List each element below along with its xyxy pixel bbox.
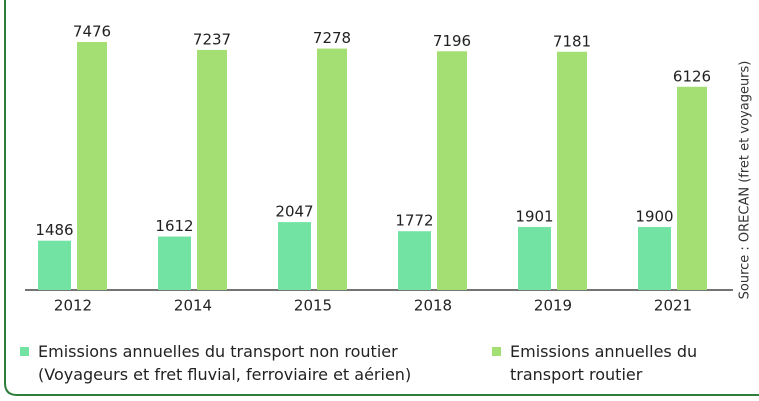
data-label: 7278 xyxy=(313,29,351,47)
data-label: 1901 xyxy=(515,207,553,225)
data-label: 1486 xyxy=(35,221,73,239)
data-label: 1900 xyxy=(635,207,673,225)
x-tick-label: 2021 xyxy=(654,297,692,315)
legend-label: Emissions annuelles du transport routier xyxy=(510,342,698,384)
frame xyxy=(4,0,759,396)
bar xyxy=(677,86,707,290)
legend-label: Emissions annuelles du transport non rou… xyxy=(38,342,412,384)
data-label: 2047 xyxy=(275,203,313,221)
bar xyxy=(638,226,671,290)
data-label: 7476 xyxy=(73,23,111,41)
x-tick-label: 2015 xyxy=(294,297,332,315)
x-tick-label: 2019 xyxy=(534,297,572,315)
bar xyxy=(278,222,311,290)
x-tick-label: 2018 xyxy=(414,297,452,315)
data-label: 1772 xyxy=(395,212,433,230)
bar xyxy=(197,49,227,291)
bar xyxy=(557,51,587,290)
bar xyxy=(518,226,551,290)
bar xyxy=(398,231,431,290)
x-tick-label: 2014 xyxy=(174,297,212,315)
legend-swatch xyxy=(492,347,501,356)
source: Source : ORECAN (fret et voyageurs) xyxy=(738,61,753,300)
data-label: 7237 xyxy=(193,30,231,48)
bar xyxy=(38,240,71,290)
bar xyxy=(437,51,467,290)
x-tick-label: 2012 xyxy=(54,297,92,315)
data-label: 7181 xyxy=(553,32,591,50)
bar xyxy=(158,236,191,290)
data-label: 1612 xyxy=(155,217,193,235)
bar xyxy=(77,42,107,290)
data-label: 7196 xyxy=(433,32,471,50)
data-label: 6126 xyxy=(673,67,711,85)
legend-swatch xyxy=(20,347,29,356)
bar xyxy=(317,48,347,290)
